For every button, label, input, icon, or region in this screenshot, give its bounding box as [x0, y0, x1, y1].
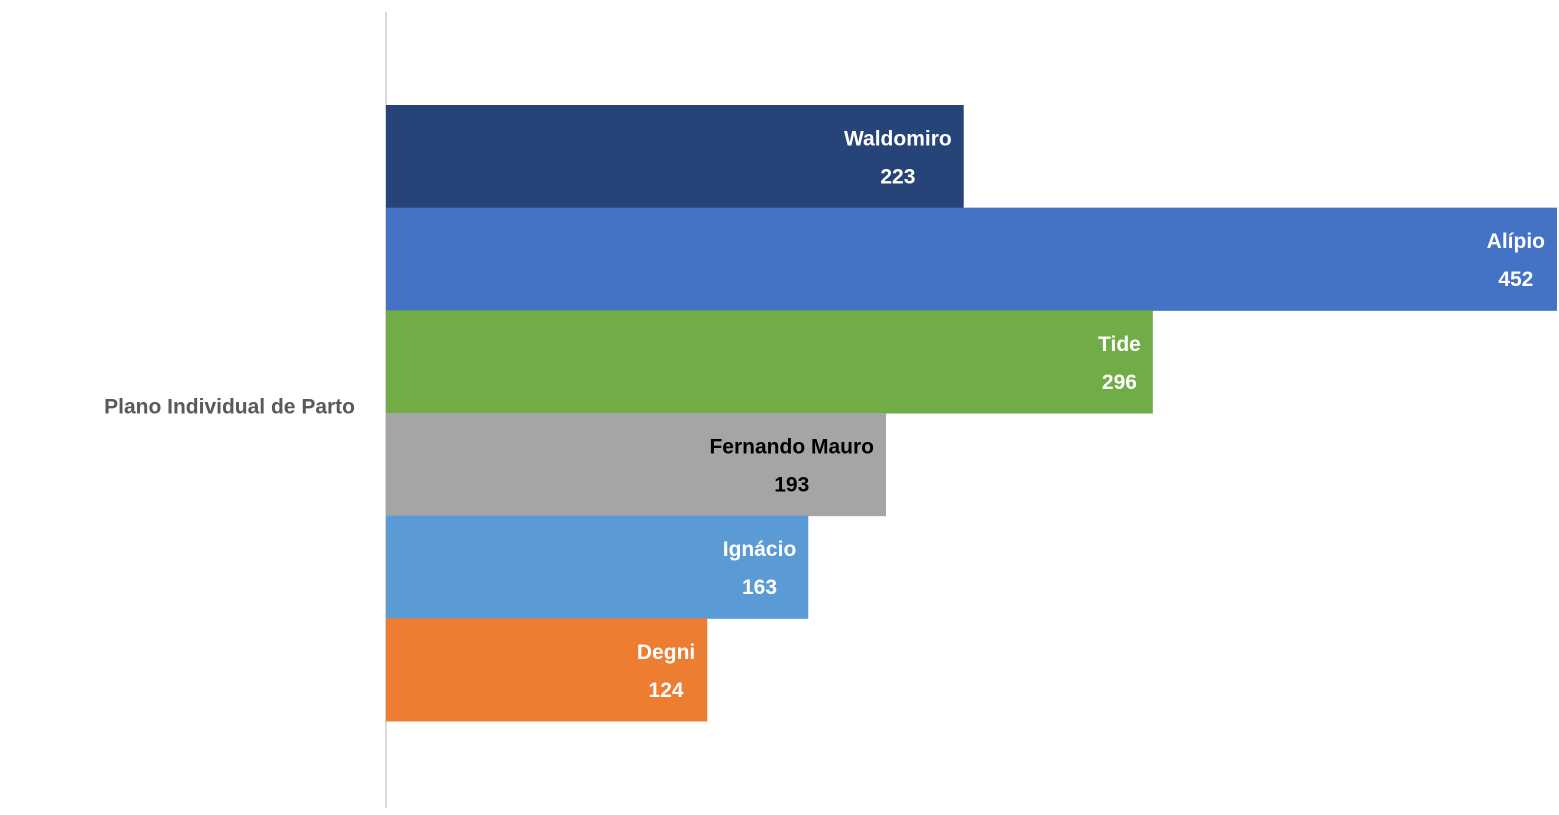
data-label-name: Alípio [1487, 230, 1545, 253]
data-label: 452 [1498, 268, 1533, 291]
bar [386, 515, 809, 619]
data-label-name: Degni [637, 641, 695, 664]
data-label-name: Waldomiro [844, 127, 952, 150]
data-label: 193 [774, 473, 809, 496]
data-label: 296 [1102, 371, 1137, 394]
bar [386, 413, 887, 517]
data-label: 223 [880, 165, 915, 188]
bar [386, 310, 1153, 414]
bar [386, 207, 1557, 311]
data-label-name: Ignácio [723, 538, 797, 561]
category-label: Plano Individual de Parto [104, 396, 355, 419]
data-label: 124 [649, 679, 684, 702]
data-label-name: Tide [1098, 333, 1141, 356]
bar [386, 105, 964, 209]
data-label-name: Fernando Mauro [709, 435, 874, 458]
data-label: 163 [742, 576, 777, 599]
bar [386, 618, 708, 722]
